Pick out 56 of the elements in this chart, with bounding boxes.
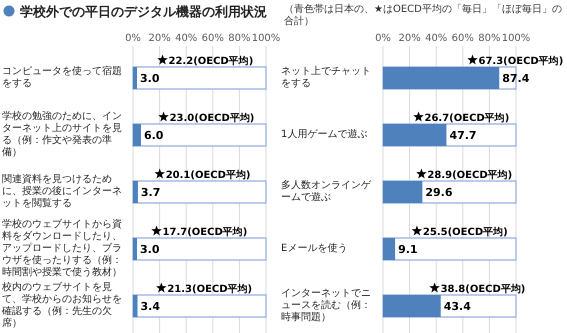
data-label: 43.4 [444, 300, 472, 313]
data-label: 29.6 [425, 186, 453, 199]
data-label: 21.3(OECD平均) [167, 283, 252, 295]
data-label: 47.7 [449, 129, 477, 142]
data-label: 6.0 [144, 129, 164, 142]
x-tick-label: 0% [125, 33, 141, 44]
point [154, 168, 165, 178]
data-label: 38.8(OECD平均) [440, 283, 526, 295]
y-tick-label: 1人用ゲームで遊ぶ [281, 129, 368, 141]
x-tick-label: 0% [375, 33, 391, 44]
y-tick-label: コンピュータを使って宿題をする [2, 66, 123, 90]
x-tick-label: 60% [452, 33, 474, 44]
x-tick-label: 80% [228, 33, 251, 44]
bar [383, 238, 396, 260]
x-tick-label: 20% [148, 33, 171, 44]
y-tick-label: 関連資料を見つけるために、授業の後にインターネットを閲覧する [2, 174, 123, 210]
data-label: 87.4 [502, 72, 530, 85]
data-label: 17.7(OECD平均) [162, 226, 248, 238]
data-label: 28.9(OECD平均) [427, 169, 512, 181]
point [416, 168, 427, 178]
bar [383, 181, 422, 203]
data-label: 67.3(OECD平均) [478, 55, 564, 67]
y-tick-label: 校内のウェブサイトを見て、学校からのお知らせを確認する（例：先生の欠席） [2, 282, 123, 330]
data-label: 9.1 [398, 243, 418, 256]
point [151, 226, 162, 236]
data-label: 3.0 [140, 243, 160, 256]
y-tick-label: インターネットでニュースを読む（例：時事問題） [281, 288, 372, 324]
data-label: 20.1(OECD平均) [166, 169, 251, 181]
data-label: 25.5(OECD平均) [422, 226, 508, 238]
y-tick-label: 学校のウェブサイトから資料をダウンロードしたり、アップロードしたり、ブラウザを使ったりする（例：時間割や授業で使う教材） [2, 219, 123, 279]
x-tick-label: 100% [252, 33, 280, 44]
data-label: 3.0 [140, 72, 160, 85]
data-label: 22.2(OECD平均) [168, 55, 254, 67]
data-label: 3.7 [140, 186, 160, 199]
y-tick-label: 学校の勉強のために、インターネット上のサイトを見る（例：作文や発表の準備） [2, 111, 123, 159]
y-tick-label: 多人数オンラインゲームで遊ぶ [281, 180, 372, 204]
point [429, 282, 440, 292]
x-tick-label: 40% [425, 33, 448, 44]
data-label: 3.4 [140, 300, 160, 313]
x-tick-label: 20% [398, 33, 421, 44]
data-label: 23.0(OECD平均) [170, 112, 254, 124]
point [157, 54, 168, 64]
x-tick-label: 60% [202, 33, 224, 44]
chart-subtitle: （青色帯は日本の、★はOECD平均の「毎日」「ほぼ毎日」の合計） [284, 4, 563, 28]
y-tick-label: Eメールを使う [281, 243, 348, 255]
point [158, 112, 169, 122]
chart-title: 学校外での平日のデジタル機器の利用状況 [20, 4, 267, 20]
point [412, 226, 422, 236]
x-tick-label: 40% [175, 33, 198, 44]
point [413, 112, 424, 122]
data-label: 26.7(OECD平均) [424, 112, 510, 124]
x-tick-label: 80% [478, 33, 501, 44]
point [156, 282, 167, 292]
point [467, 54, 478, 64]
x-tick-label: 100% [502, 33, 530, 44]
y-tick-label: ネット上でチャットをする [281, 66, 372, 90]
